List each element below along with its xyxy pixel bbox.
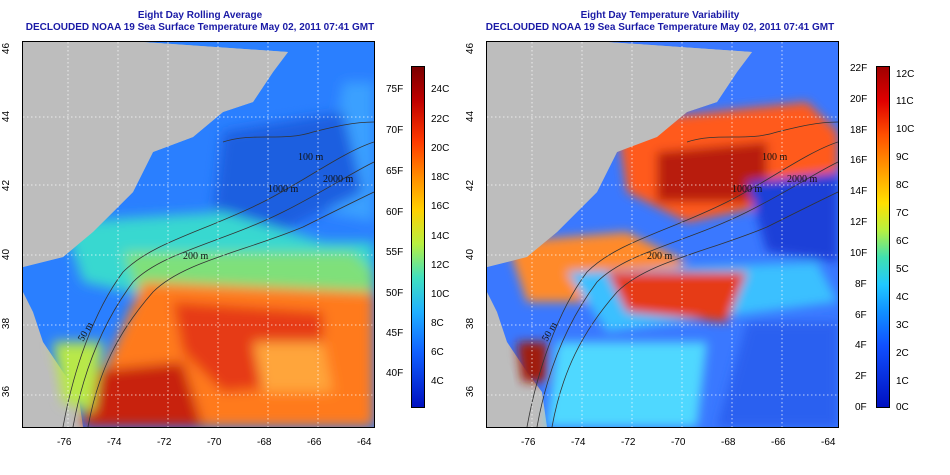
lon-tick: -68 — [721, 437, 736, 448]
lon-tick: -70 — [207, 437, 222, 448]
lon-tick: -76 — [57, 437, 72, 448]
lat-tick: 42 — [1, 179, 13, 192]
contour-label-2000m: 2000 m — [787, 174, 818, 185]
panel-rolling-average: Eight Day Rolling Average DECLOUDED NOAA… — [1, 10, 450, 448]
lon-tick: -76 — [521, 437, 536, 448]
title-line-1: Eight Day Rolling Average — [137, 10, 263, 21]
colorbar-temperature — [411, 66, 425, 408]
lat-tick: 44 — [465, 110, 477, 123]
sst-variability-map: 100 m 1000 m 2000 m 200 m 50 m — [486, 41, 839, 428]
contour-label-100m: 100 m — [762, 152, 788, 163]
title-line-2: DECLOUDED NOAA 19 Sea Surface Temperatur… — [25, 22, 375, 33]
lon-tick: -66 — [771, 437, 786, 448]
title-line-1: Eight Day Temperature Variability — [580, 10, 740, 21]
contour-label-2000m: 2000 m — [323, 174, 354, 185]
panel-title: Eight Day Temperature Variability DECLOU… — [470, 10, 850, 34]
lat-tick: 46 — [1, 42, 13, 55]
sst-average-map: 100 m 1000 m 2000 m 200 m 50 m — [22, 41, 375, 428]
lat-tick: 36 — [465, 385, 477, 398]
lon-tick: -74 — [571, 437, 586, 448]
lat-tick: 38 — [1, 317, 13, 330]
colorbar-variability — [876, 66, 890, 408]
contour-label-200m: 200 m — [183, 251, 209, 262]
lat-tick: 42 — [465, 179, 477, 192]
lat-tick: 40 — [465, 248, 477, 261]
contour-label-200m: 200 m — [647, 251, 673, 262]
lat-tick: 46 — [465, 42, 477, 55]
lon-tick: -64 — [821, 437, 836, 448]
lat-tick: 40 — [1, 248, 13, 261]
lat-tick: 36 — [1, 385, 13, 398]
contour-label-1000m: 1000 m — [268, 184, 299, 195]
contour-label-100m: 100 m — [298, 152, 324, 163]
lon-tick: -72 — [157, 437, 172, 448]
lon-tick: -74 — [107, 437, 122, 448]
panel-temperature-variability: Eight Day Temperature Variability DECLOU… — [465, 10, 915, 448]
title-line-2: DECLOUDED NOAA 19 Sea Surface Temperatur… — [485, 22, 835, 33]
lat-tick: 38 — [465, 317, 477, 330]
lon-tick: -68 — [257, 437, 272, 448]
lat-tick: 44 — [1, 110, 13, 123]
panel-title: Eight Day Rolling Average DECLOUDED NOAA… — [20, 10, 380, 34]
lon-tick: -66 — [307, 437, 322, 448]
lon-tick: -64 — [357, 437, 372, 448]
lon-tick: -70 — [671, 437, 686, 448]
lon-tick: -72 — [621, 437, 636, 448]
contour-label-1000m: 1000 m — [732, 184, 763, 195]
